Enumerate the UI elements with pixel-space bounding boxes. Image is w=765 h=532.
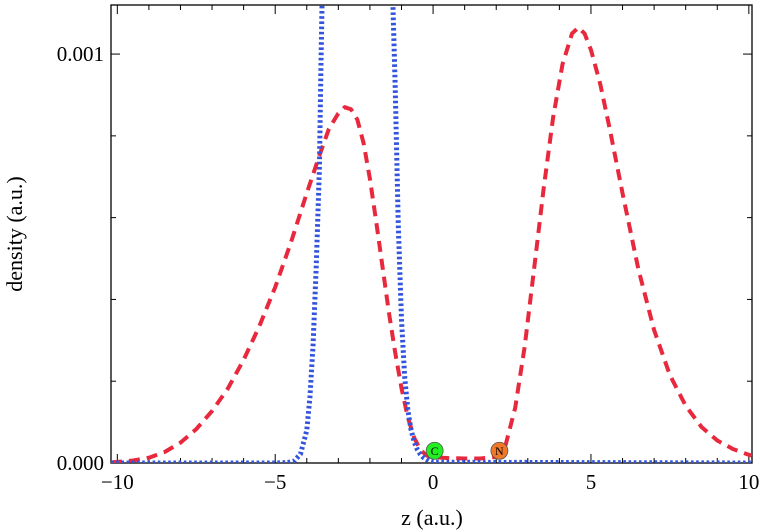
atom-label-n: N: [495, 444, 504, 458]
y-tick-label: 0.000: [57, 451, 104, 475]
x-tick-label: 0: [428, 470, 439, 494]
x-tick-label: 10: [738, 470, 759, 494]
axis-ticks: [111, 5, 752, 464]
series-line-dashed-red: [111, 25, 752, 463]
atom-marker-n: [490, 441, 509, 460]
x-tick-label: −10: [101, 470, 134, 494]
atom-marker-c: [425, 441, 444, 460]
y-tick-label: 0.001: [57, 42, 104, 66]
axis-tick-labels: −10 −5 0 5 10 0.000 0.001: [57, 42, 760, 494]
plot-frame: [110, 4, 753, 464]
series-line-dotted-blue: [111, 5, 752, 463]
y-axis-title: density (a.u.): [2, 176, 27, 291]
series-layer: [111, 5, 752, 463]
x-tick-label: −5: [264, 470, 286, 494]
x-tick-label: 5: [586, 470, 597, 494]
atom-label-c: C: [431, 444, 439, 458]
x-axis-title: z (a.u.): [401, 505, 463, 530]
